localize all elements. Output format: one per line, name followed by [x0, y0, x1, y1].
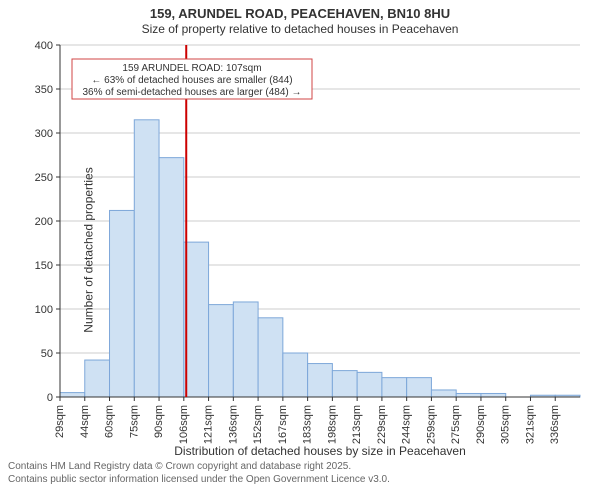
histogram-bar	[332, 371, 357, 397]
svg-text:60sqm: 60sqm	[104, 405, 116, 438]
svg-text:0: 0	[47, 392, 53, 404]
svg-text:259sqm: 259sqm	[425, 405, 437, 444]
svg-text:136sqm: 136sqm	[227, 405, 239, 444]
histogram-bar	[481, 394, 506, 398]
y-axis-label: Number of detached properties	[82, 168, 96, 333]
footer-line-2: Contains public sector information licen…	[8, 474, 600, 487]
histogram-bar	[233, 302, 258, 397]
chart-subtitle: Size of property relative to detached ho…	[0, 22, 600, 41]
svg-text:290sqm: 290sqm	[475, 405, 487, 444]
annotation-line: 36% of semi-detached houses are larger (…	[82, 87, 301, 98]
annotation-line: ← 63% of detached houses are smaller (84…	[91, 75, 292, 86]
histogram-bar	[110, 211, 135, 398]
histogram-bar	[431, 390, 456, 397]
svg-text:150: 150	[35, 260, 53, 272]
svg-text:90sqm: 90sqm	[153, 405, 165, 438]
svg-text:198sqm: 198sqm	[326, 405, 338, 444]
histogram-bar	[456, 394, 481, 398]
annotation-line: 159 ARUNDEL ROAD: 107sqm	[122, 63, 261, 74]
histogram-bar	[308, 364, 333, 397]
footer: Contains HM Land Registry data © Crown c…	[0, 459, 600, 486]
svg-text:400: 400	[35, 41, 53, 52]
histogram-bar	[357, 373, 382, 398]
svg-text:167sqm: 167sqm	[277, 405, 289, 444]
chart-container: Number of detached properties 0 50 100 150 2…	[0, 41, 600, 459]
histogram-bar	[258, 318, 283, 397]
histogram-bar	[283, 353, 308, 397]
histogram-bar	[382, 378, 407, 397]
x-axis-label: Distribution of detached houses by size …	[174, 444, 466, 458]
histogram-bar	[60, 393, 85, 397]
svg-text:100: 100	[35, 304, 53, 316]
svg-text:213sqm: 213sqm	[351, 405, 363, 444]
svg-text:121sqm: 121sqm	[203, 405, 215, 444]
svg-text:152sqm: 152sqm	[252, 405, 264, 444]
histogram-bar	[407, 378, 432, 397]
histogram-bar	[134, 120, 159, 397]
svg-text:50: 50	[41, 348, 53, 360]
histogram-bar	[184, 242, 209, 397]
svg-text:275sqm: 275sqm	[450, 405, 462, 444]
svg-text:106sqm: 106sqm	[178, 405, 190, 444]
svg-text:300: 300	[35, 128, 53, 140]
svg-text:321sqm: 321sqm	[524, 405, 536, 444]
histogram-bar	[159, 158, 184, 397]
histogram-bar	[85, 360, 110, 397]
svg-text:183sqm: 183sqm	[302, 405, 314, 444]
svg-text:305sqm: 305sqm	[500, 405, 512, 444]
footer-line-1: Contains HM Land Registry data © Crown c…	[8, 461, 600, 474]
histogram-bar	[209, 305, 234, 397]
svg-text:350: 350	[35, 84, 53, 96]
svg-text:200: 200	[35, 216, 53, 228]
svg-text:44sqm: 44sqm	[79, 405, 91, 438]
svg-text:229sqm: 229sqm	[376, 405, 388, 444]
svg-text:29sqm: 29sqm	[54, 405, 66, 438]
svg-text:336sqm: 336sqm	[549, 405, 561, 444]
svg-text:75sqm: 75sqm	[128, 405, 140, 438]
chart-title: 159, ARUNDEL ROAD, PEACEHAVEN, BN10 8HU	[0, 0, 600, 22]
svg-text:250: 250	[35, 172, 53, 184]
svg-text:244sqm: 244sqm	[401, 405, 413, 444]
